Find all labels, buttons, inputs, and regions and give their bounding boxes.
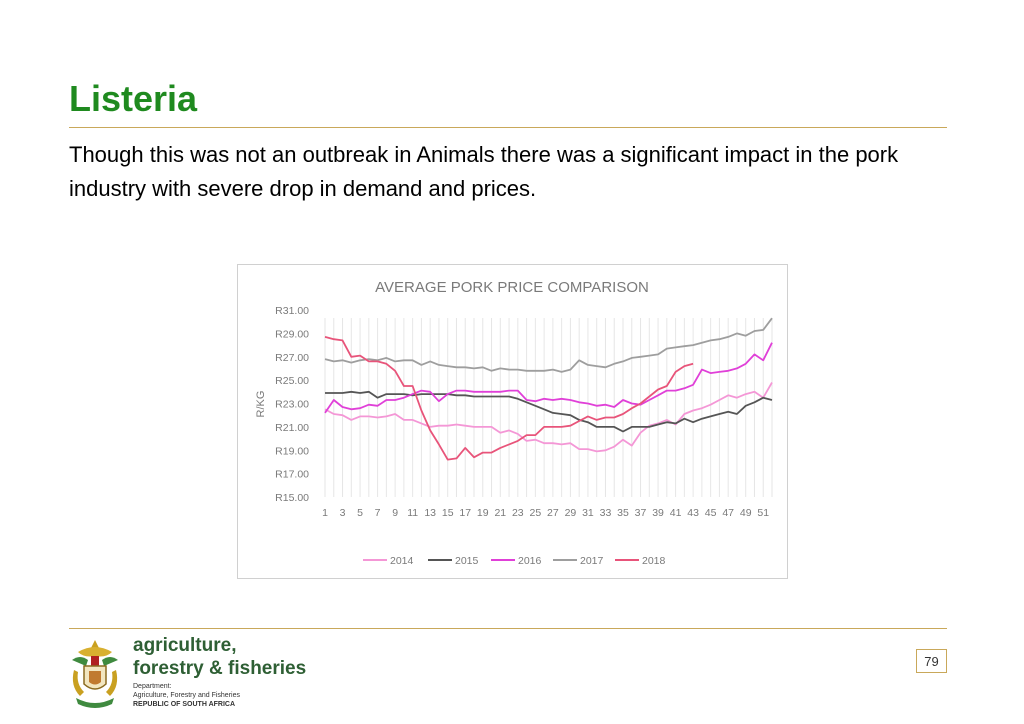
y-tick-label: R25.00 [275,375,309,387]
chart-series [324,317,773,461]
x-tick-label: 25 [530,507,542,519]
legend-label-2015: 2015 [455,555,479,567]
legend-label-2014: 2014 [390,555,414,567]
x-tick-label: 39 [652,507,664,519]
x-tick-label: 31 [582,507,594,519]
page-number: 79 [916,649,947,673]
y-tick-label: R29.00 [275,328,309,340]
legend-label-2018: 2018 [642,555,666,567]
y-tick-label: R23.00 [275,399,309,411]
org-name-line1: agriculture, [133,635,237,656]
x-tick-label: 37 [635,507,647,519]
x-tick-label: 5 [357,507,363,519]
x-tick-label: 27 [547,507,559,519]
x-tick-label: 9 [392,507,398,519]
chart-title: AVERAGE PORK PRICE COMPARISON [375,279,649,296]
y-tick-label: R17.00 [275,469,309,481]
x-tick-label: 51 [757,507,769,519]
series-line-2014 [324,382,773,453]
x-tick-label: 47 [722,507,734,519]
pork-price-chart: AVERAGE PORK PRICE COMPARISON R/KG R15.0… [237,264,788,579]
series-line-2016 [324,342,773,414]
x-tick-label: 49 [740,507,752,519]
slide-title: Listeria [69,78,198,119]
legend-label-2017: 2017 [580,555,604,567]
x-tick-label: 15 [442,507,454,519]
dept-line1: Department: [133,683,172,690]
x-tick-label: 7 [375,507,381,519]
y-tick-label: R21.00 [275,422,309,434]
x-tick-label: 29 [565,507,577,519]
x-axis-ticks: 1 3 5 7 9 11 13 15 17 19 21 23 25 27 29 31 33 35 37 39 41 43 4… [322,507,769,519]
y-tick-label: R19.00 [275,445,309,457]
x-tick-label: 1 [322,507,328,519]
chart-svg: AVERAGE PORK PRICE COMPARISON R/KG R15.0… [255,279,773,567]
series-line-2015 [325,390,773,433]
x-tick-label: 13 [424,507,436,519]
x-tick-label: 33 [600,507,612,519]
y-tick-label: R27.00 [275,352,309,364]
series-line-2017 [324,317,773,373]
dept-line3: REPUBLIC OF SOUTH AFRICA [133,701,236,708]
x-tick-label: 23 [512,507,524,519]
x-tick-label: 45 [705,507,717,519]
x-tick-label: 17 [459,507,471,519]
y-axis-ticks: R15.00 R17.00 R19.00 R21.00 R23.00 R25.00 R27.… [275,305,309,504]
y-axis-label: R/KG [255,391,267,418]
x-tick-label: 41 [670,507,682,519]
y-tick-label: R31.00 [275,305,309,317]
y-tick-label: R15.00 [275,492,309,504]
slide-body-text: Though this was not an outbreak in Anima… [69,142,899,201]
org-name: agriculture, forestry & fisheries [133,634,306,680]
org-name-line2: forestry & fisheries [133,658,307,679]
x-tick-label: 21 [494,507,506,519]
dept-line2: Agriculture, Forestry and Fisheries [133,692,240,699]
series-line-2018 [324,336,694,461]
x-tick-label: 3 [340,507,346,519]
chart-legend: 2014 2015 2016 2017 2018 [363,555,666,567]
x-tick-label: 19 [477,507,489,519]
chart-grid [324,318,773,497]
bottom-divider [69,628,947,629]
x-tick-label: 43 [687,507,699,519]
department-block: Department: Agriculture, Forestry and Fi… [133,682,240,709]
top-divider [69,127,947,128]
x-tick-label: 35 [617,507,629,519]
coat-of-arms-logo [72,640,118,708]
x-tick-label: 11 [407,507,418,519]
legend-label-2016: 2016 [518,555,542,567]
